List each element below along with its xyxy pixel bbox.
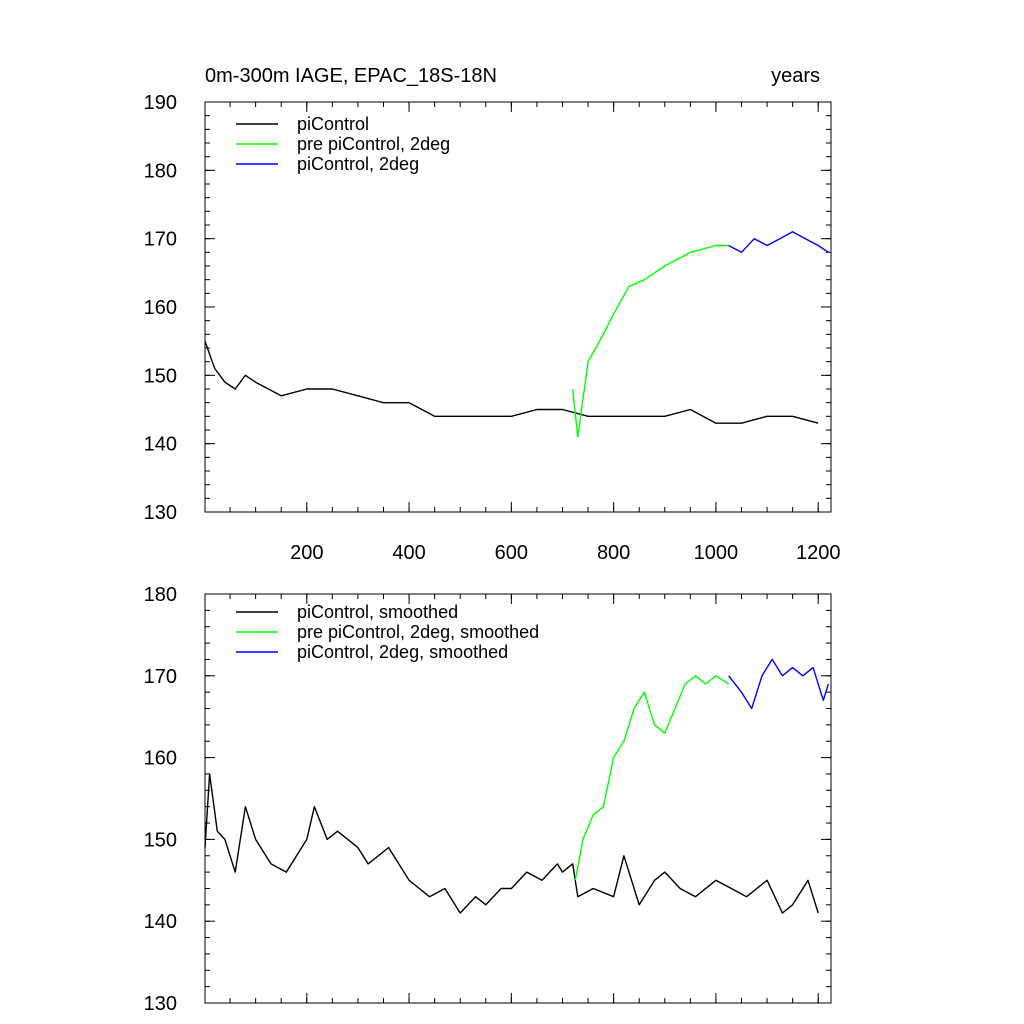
- units-label: years: [771, 65, 820, 87]
- chart-title: 0m-300m IAGE, EPAC_18S-18N: [205, 65, 497, 87]
- x-tick-label: 200: [290, 542, 323, 564]
- x-tick-label: 800: [597, 542, 630, 564]
- series-line-3: [728, 658, 830, 710]
- x-tick-label: 1000: [694, 542, 739, 564]
- x-tick-label: 1200: [796, 542, 841, 564]
- y-tick-label: 190: [144, 92, 177, 114]
- y-tick-label: 160: [144, 748, 177, 770]
- y-tick-label: 140: [144, 434, 177, 456]
- y-tick-label: 160: [144, 297, 177, 319]
- y-tick-label: 140: [144, 911, 177, 933]
- top-panel: 0m-300m IAGE, EPAC_18S-18N years 130 140 1…: [144, 65, 841, 564]
- y-tick-label: 180: [144, 160, 177, 182]
- series-line-1: [204, 340, 819, 424]
- series-line-1: [204, 773, 819, 914]
- y-tick-label: 150: [144, 365, 177, 387]
- x-tick-label: 400: [392, 542, 425, 564]
- legend-label: piControl, smoothed: [297, 602, 458, 622]
- y-tick-label: 180: [144, 584, 177, 606]
- y-tick-label: 170: [144, 229, 177, 251]
- legend-label: piControl, 2deg, smoothed: [297, 642, 508, 662]
- plot-frame: [204, 593, 832, 1004]
- legend-label: pre piControl, 2deg, smoothed: [297, 622, 539, 642]
- legend-label: piControl, 2deg: [297, 154, 419, 174]
- legend-label: piControl: [297, 114, 369, 134]
- legend-label: pre piControl, 2deg: [297, 134, 450, 154]
- x-tick-label: 600: [495, 542, 528, 564]
- y-tick-label: 150: [144, 829, 177, 851]
- y-tick-label: 130: [144, 993, 177, 1015]
- series-line-2: [572, 244, 729, 438]
- bottom-panel: 130 140 150 160 170 180 piControl, smoothedpre…: [144, 584, 832, 1015]
- y-tick-label: 130: [144, 502, 177, 524]
- series-line-2: [574, 675, 730, 881]
- y-tick-label: 170: [144, 666, 177, 688]
- series-line-3: [728, 231, 829, 254]
